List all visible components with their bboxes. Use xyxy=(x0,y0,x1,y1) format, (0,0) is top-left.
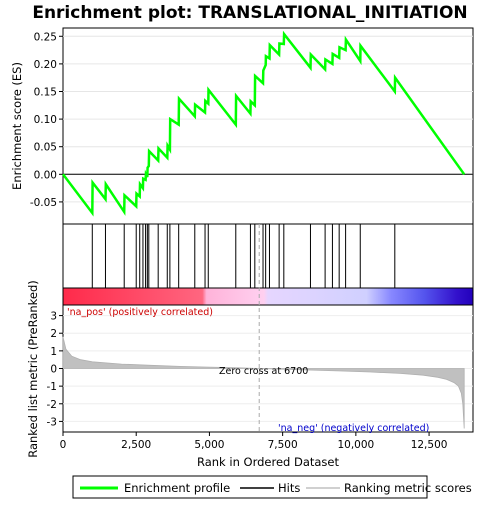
es-y-axis: -0.05 0.00 0.05 0.10 0.15 0.20 0.25 xyxy=(30,31,63,209)
ranking-y-axis: -3 -2 -1 0 1 2 3 xyxy=(47,311,63,428)
enrichment-profile-line xyxy=(62,30,466,217)
chart-title: Enrichment plot: TRANSLATIONAL_INITIATIO… xyxy=(32,3,467,23)
legend-metric-label: Ranking metric scores xyxy=(344,481,472,495)
ranking-y-tick-label: 1 xyxy=(50,346,57,358)
ranking-x-axis: 0 2,500 5,000 7,500 10,000 12,500 xyxy=(60,432,448,451)
x-tick-label: 7,500 xyxy=(268,439,298,451)
ranking-y-tick-label: -2 xyxy=(47,399,57,411)
es-y-axis-label: Enrichment score (ES) xyxy=(10,62,24,190)
es-panel xyxy=(62,27,474,225)
es-y-tick-label: 0.10 xyxy=(34,114,57,126)
es-y-tick-label: 0.25 xyxy=(34,31,57,43)
x-tick-label: 0 xyxy=(60,439,67,451)
ranking-y-tick-label: -3 xyxy=(47,416,57,428)
hit-marks xyxy=(91,224,396,288)
ranking-y-axis-label: Ranked list metric (PreRanked) xyxy=(26,280,40,458)
ranking-y-tick-label: 3 xyxy=(50,311,57,323)
negative-correlation-label: 'na_neg' (negatively correlated) xyxy=(278,423,429,434)
ranking-y-tick-label: 0 xyxy=(50,364,57,376)
x-tick-label: 12,500 xyxy=(411,439,448,451)
legend-box xyxy=(72,475,428,499)
x-tick-label: 2,500 xyxy=(121,439,151,451)
ranking-y-tick-label: 2 xyxy=(50,328,57,340)
x-tick-label: 10,000 xyxy=(337,439,374,451)
legend-profile-label: Enrichment profile xyxy=(124,481,230,495)
es-y-tick-label: 0.05 xyxy=(34,142,57,154)
zero-cross-label: Zero cross at 6700 xyxy=(219,366,308,377)
es-y-tick-label: 0.00 xyxy=(34,169,57,181)
legend: Enrichment profile Hits Ranking metric s… xyxy=(72,475,472,499)
ranking-gradient-bar xyxy=(62,287,474,306)
ranking-metric-area xyxy=(62,336,465,429)
es-y-tick-label: 0.20 xyxy=(34,59,57,71)
x-axis-label: Rank in Ordered Dataset xyxy=(197,455,340,469)
positive-correlation-label: 'na_pos' (positively correlated) xyxy=(67,307,213,318)
legend-hits-label: Hits xyxy=(278,481,300,495)
ranking-y-tick-label: -1 xyxy=(47,381,57,393)
x-tick-label: 5,000 xyxy=(194,439,224,451)
es-y-tick-label: -0.05 xyxy=(30,197,57,209)
es-y-tick-label: 0.15 xyxy=(34,86,57,98)
